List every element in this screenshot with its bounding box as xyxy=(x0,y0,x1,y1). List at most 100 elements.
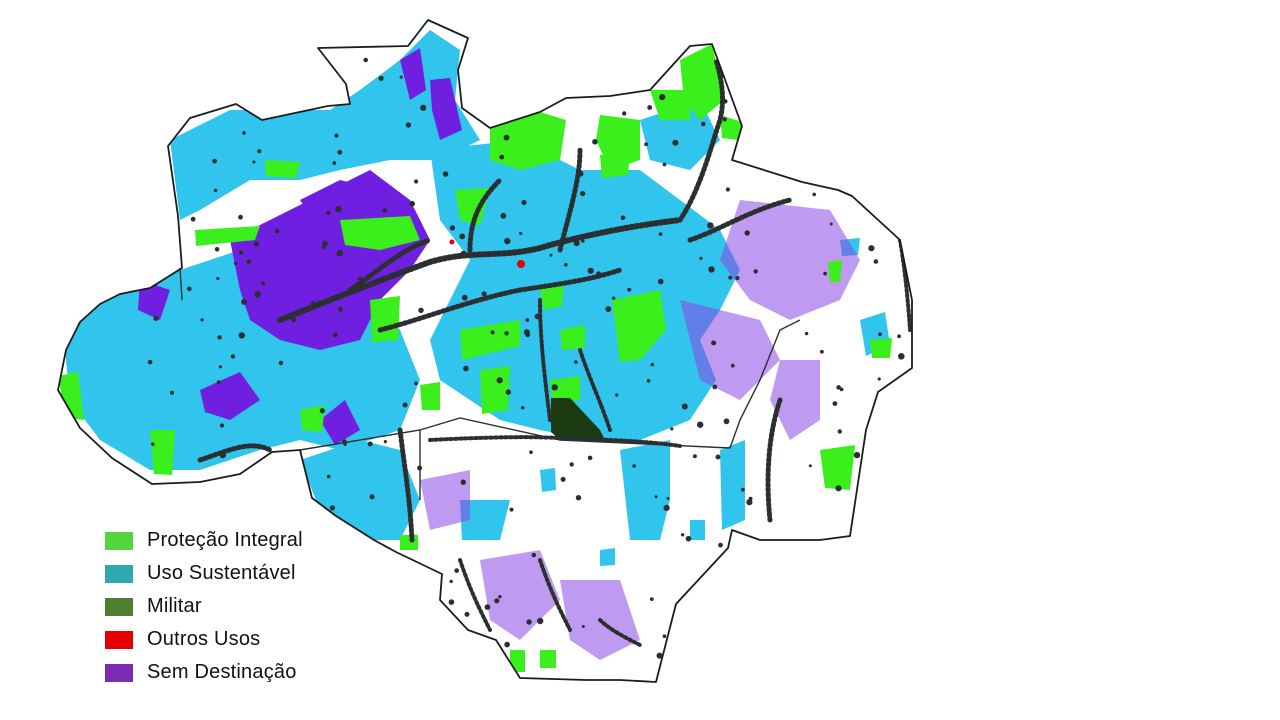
infrastructure-dot xyxy=(717,575,723,581)
infrastructure-dot xyxy=(504,331,509,336)
infrastructure-dot xyxy=(326,210,331,215)
infrastructure-dot xyxy=(336,250,343,257)
infrastructure-dot xyxy=(242,131,246,135)
infrastructure-dot xyxy=(735,276,740,281)
infrastructure-dot xyxy=(499,154,505,160)
infrastructure-dot xyxy=(804,331,809,336)
infrastructure-dot xyxy=(523,90,528,95)
infrastructure-dot xyxy=(701,121,706,127)
infrastructure-dot xyxy=(744,230,750,236)
infrastructure-dot xyxy=(551,384,558,391)
infrastructure-dot xyxy=(855,77,862,84)
infrastructure-dot xyxy=(521,406,525,410)
infrastructure-dot xyxy=(410,663,417,669)
infrastructure-dot xyxy=(666,497,670,500)
infrastructure-dot xyxy=(211,100,215,105)
infrastructure-dot xyxy=(883,612,888,616)
infrastructure-dot xyxy=(515,99,519,103)
infrastructure-dot xyxy=(832,401,838,406)
infrastructure-lines xyxy=(197,57,912,647)
infrastructure-dot xyxy=(168,189,173,194)
infrastructure-dot xyxy=(147,359,153,365)
infrastructure-dot xyxy=(521,199,527,206)
infrastructure-dot xyxy=(778,168,784,173)
infrastructure-dot xyxy=(662,162,667,167)
infrastructure-dot xyxy=(680,533,685,537)
infrastructure-dot xyxy=(461,294,468,301)
infrastructure-dot xyxy=(448,599,455,605)
infrastructure-dot xyxy=(217,335,222,340)
infrastructure-dot xyxy=(853,451,861,459)
infrastructure-dot xyxy=(880,552,888,559)
infrastructure-dot xyxy=(161,171,166,176)
infrastructure-dot xyxy=(839,387,844,392)
infrastructure-dot xyxy=(378,75,384,81)
infrastructure-dot xyxy=(821,645,827,650)
infrastructure-dot xyxy=(711,340,717,346)
outros-usos-areas xyxy=(449,239,525,268)
infrastructure-dot xyxy=(889,168,893,172)
infrastructure-dot xyxy=(526,619,532,625)
infrastructure-dot xyxy=(808,464,812,468)
infrastructure-dot xyxy=(241,298,248,305)
infrastructure-dot xyxy=(216,277,220,281)
infrastructure-dot xyxy=(741,487,745,492)
sem-destinacao-speckle xyxy=(420,200,860,660)
legend-swatch-icon xyxy=(105,564,133,583)
infrastructure-dot xyxy=(837,429,842,434)
infrastructure-dot xyxy=(274,58,280,65)
infrastructure-dot xyxy=(481,103,488,111)
infrastructure-dot xyxy=(886,108,893,115)
infrastructure-dot xyxy=(328,519,332,523)
infrastructure-dot xyxy=(519,97,524,102)
infrastructure-dot xyxy=(385,570,393,578)
infrastructure-dot xyxy=(537,617,544,625)
infrastructure-dot xyxy=(409,200,416,207)
infrastructure-dot xyxy=(707,222,714,229)
legend-label: Militar xyxy=(147,595,202,617)
infrastructure-dot xyxy=(649,597,654,601)
infrastructure-dot xyxy=(481,291,487,297)
infrastructure-dot xyxy=(238,332,245,339)
infrastructure-dot xyxy=(901,466,905,471)
infrastructure-dot xyxy=(789,558,796,564)
infrastructure-dot xyxy=(534,313,541,320)
infrastructure-dot xyxy=(722,117,727,122)
legend-item: Militar xyxy=(105,590,303,623)
infrastructure-dot xyxy=(498,595,502,599)
infrastructure-dot xyxy=(692,454,697,459)
infrastructure-dot xyxy=(812,192,816,197)
infrastructure-dot xyxy=(835,485,842,492)
infrastructure-dot xyxy=(230,354,236,359)
infrastructure-dot xyxy=(753,269,758,274)
militar-area xyxy=(551,398,605,440)
infrastructure-dot xyxy=(519,231,523,235)
infrastructure-dot xyxy=(233,261,238,266)
infrastructure-dot xyxy=(580,190,586,197)
infrastructure-dot xyxy=(219,423,225,428)
infrastructure-dot xyxy=(334,133,339,138)
infrastructure-dot xyxy=(681,403,688,410)
infrastructure-dot xyxy=(449,225,456,231)
infrastructure-dot xyxy=(745,624,751,630)
infrastructure-dot xyxy=(868,245,875,252)
infrastructure-dot xyxy=(449,579,453,584)
infrastructure-dot xyxy=(490,330,495,335)
infrastructure-dot xyxy=(200,318,204,322)
infrastructure-dot xyxy=(878,332,882,337)
infrastructure-dot xyxy=(460,479,466,485)
infrastructure-dot xyxy=(907,67,911,71)
infrastructure-dot xyxy=(560,476,566,482)
infrastructure-dot xyxy=(836,385,841,390)
infrastructure-dot xyxy=(779,163,783,167)
infrastructure-dot xyxy=(490,114,494,118)
infrastructure-dot xyxy=(149,183,155,189)
infrastructure-dot xyxy=(218,365,222,369)
infrastructure-dot xyxy=(712,384,718,390)
infrastructure-dot xyxy=(363,57,369,63)
infrastructure-dot xyxy=(779,581,784,585)
infrastructure-dot xyxy=(454,568,460,573)
infrastructure-dot xyxy=(209,70,215,76)
infrastructure-dot xyxy=(367,441,373,447)
